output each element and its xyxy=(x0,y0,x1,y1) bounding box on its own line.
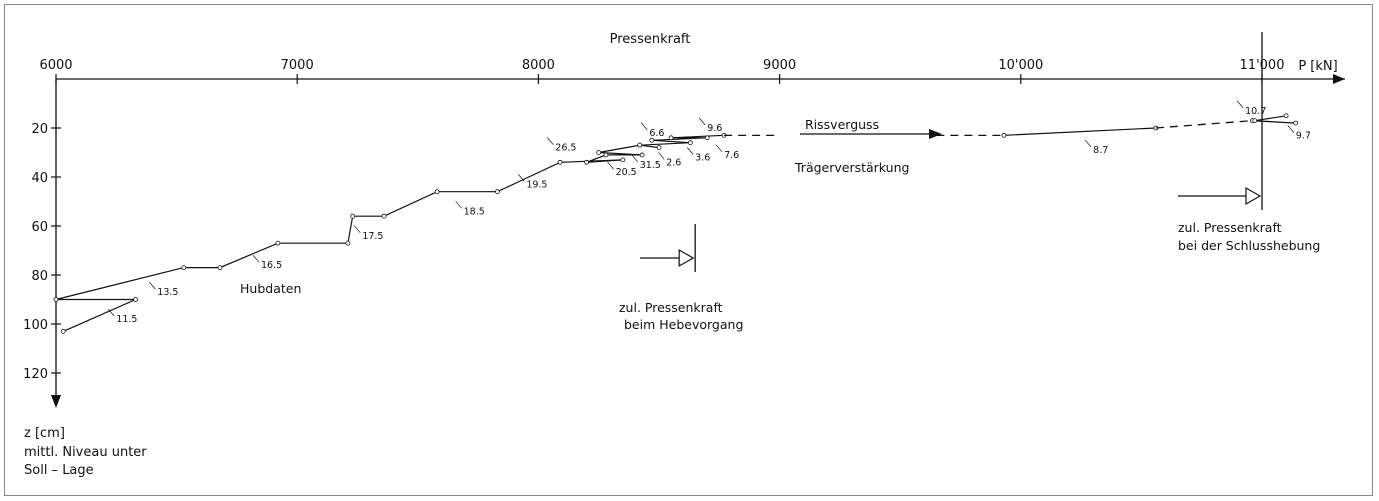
step-label: 9.7 xyxy=(1296,130,1311,141)
data-point xyxy=(620,157,626,163)
step-label: 16.5 xyxy=(261,260,282,271)
data-point xyxy=(1252,118,1258,124)
step-label-leader xyxy=(686,147,694,155)
data-point xyxy=(637,142,643,148)
y-axis-arrow xyxy=(51,395,61,408)
step-label-leader xyxy=(631,154,638,162)
x-tick-label: 7000 xyxy=(281,58,314,73)
rissverguss-series-line xyxy=(1003,127,1156,136)
data-point xyxy=(434,189,440,195)
y-axis-label: z [cm] xyxy=(24,426,65,441)
x-tick-label: 8000 xyxy=(522,58,555,73)
traegerverstaerkung-label: Trägerverstärkung xyxy=(794,160,909,175)
step-label-leader xyxy=(252,254,260,263)
step-label: 18.5 xyxy=(464,206,485,217)
y-tick-label: 60 xyxy=(31,220,48,235)
zul-hebe-label-2: beim Hebevorgang xyxy=(624,317,743,332)
y-axis-label-line3: Soll – Lage xyxy=(24,463,94,478)
labels: 6000 7000 8000 9000 10'000 11'000 20 40 60 80 100 1… xyxy=(23,58,1311,382)
step-label-leader xyxy=(354,225,361,234)
data-point xyxy=(687,140,693,146)
data-point xyxy=(596,150,602,155)
x-tick-label: 11'000 xyxy=(1240,58,1285,73)
y-axis-label-line2: mittl. Niveau unter xyxy=(24,445,147,460)
data-point xyxy=(603,152,609,158)
data-point xyxy=(656,145,662,151)
step-label-leader xyxy=(657,152,665,160)
y-tick-label: 20 xyxy=(31,122,48,137)
step-label-leader xyxy=(149,281,156,290)
chart-title: Pressenkraft xyxy=(610,32,691,47)
x-axis-arrow xyxy=(1333,74,1345,84)
data-point xyxy=(181,265,187,271)
marks xyxy=(53,32,1299,334)
data-point xyxy=(345,240,351,246)
step-label: 8.7 xyxy=(1093,145,1108,156)
step-label-leader xyxy=(715,144,723,153)
step-label-leader xyxy=(1236,100,1244,109)
data-point xyxy=(1283,113,1289,119)
data-point xyxy=(494,189,500,195)
step-label-leader xyxy=(455,201,462,209)
step-label: 9.6 xyxy=(707,123,722,134)
data-point xyxy=(584,159,590,165)
step-label: 20.5 xyxy=(616,167,637,178)
y-tick-label: 100 xyxy=(23,318,48,333)
data-point xyxy=(350,213,356,219)
chart-frame xyxy=(4,4,1373,496)
step-label-leader xyxy=(1287,125,1295,133)
rissverguss-label: Rissverguss xyxy=(805,117,879,132)
data-point xyxy=(60,328,66,334)
step-label: 17.5 xyxy=(362,231,383,242)
dashed-connector xyxy=(1155,120,1253,129)
step-label-leader xyxy=(518,174,525,182)
step-label-leader xyxy=(108,308,115,317)
hubdaten-label: Hubdaten xyxy=(240,281,301,296)
step-label-leader xyxy=(547,137,554,145)
step-label-leader xyxy=(641,122,648,131)
x-tick-label: 6000 xyxy=(39,58,72,73)
step-label: 2.6 xyxy=(666,157,681,168)
data-point xyxy=(133,297,138,302)
data-point xyxy=(275,240,281,246)
y-tick-label: 40 xyxy=(31,171,48,186)
axes xyxy=(51,74,1345,408)
x-axis-label: P [kN] xyxy=(1298,59,1337,74)
step-label: 13.5 xyxy=(157,287,178,298)
y-tick-label: 80 xyxy=(31,269,48,284)
step-label: 6.6 xyxy=(649,128,664,139)
zul-schluss-label-1: zul. Pressenkraft xyxy=(1178,220,1282,235)
step-label-leader xyxy=(607,161,614,170)
step-label: 26.5 xyxy=(555,143,576,154)
x-tick-label: 9000 xyxy=(763,58,796,73)
limit-hebe-arrow-head xyxy=(678,248,695,268)
step-label: 7.6 xyxy=(724,150,739,161)
data-point xyxy=(381,213,387,219)
step-label: 19.5 xyxy=(526,179,547,190)
y-tick-label: 120 xyxy=(23,367,48,382)
data-point xyxy=(217,265,223,271)
data-point xyxy=(704,135,710,141)
x-tick-label: 10'000 xyxy=(998,58,1043,73)
data-point xyxy=(639,152,645,158)
data-point xyxy=(668,135,674,141)
zul-schluss-label-2: bei der Schlusshebung xyxy=(1178,238,1320,253)
data-point xyxy=(1001,132,1007,138)
step-label: 11.5 xyxy=(116,314,137,325)
zul-hebe-label-1: zul. Pressenkraft xyxy=(619,300,723,315)
step-label: 10.7 xyxy=(1245,106,1266,117)
data-point xyxy=(1293,120,1299,126)
step-label: 3.6 xyxy=(695,152,710,163)
data-point xyxy=(649,137,655,143)
end-series-line xyxy=(1252,115,1296,124)
rissverguss-arrow-head xyxy=(929,129,942,139)
data-point xyxy=(557,159,563,165)
step-label: 31.5 xyxy=(640,160,661,171)
step-label-leader xyxy=(698,117,706,126)
step-label-leader xyxy=(1084,139,1092,148)
data-point xyxy=(53,297,59,302)
limit-schluss-arrow-head xyxy=(1245,186,1262,206)
